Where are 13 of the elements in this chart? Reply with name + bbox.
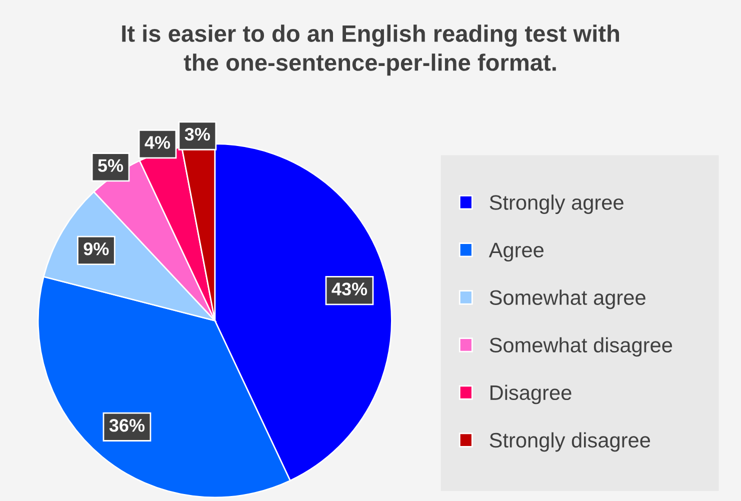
legend-label: Strongly agree — [490, 194, 624, 214]
legend-label: Agree — [488, 242, 544, 262]
data-label: 4% — [144, 136, 170, 149]
data-label: 9% — [84, 242, 109, 256]
data-label: 43% — [332, 282, 368, 296]
legend-label: Somewhat agree — [490, 290, 646, 310]
legend-label: Disagree — [490, 384, 572, 404]
data-label: 3% — [184, 128, 210, 141]
legend-label: Strongly disagree — [490, 432, 650, 452]
chart-title: It is easier to do an English reading test with the one-sentence-per-line format. — [122, 24, 619, 76]
data-label: 36% — [109, 418, 145, 432]
legend-label: Somewhat disagree — [490, 337, 672, 357]
data-label: 5% — [98, 159, 124, 172]
